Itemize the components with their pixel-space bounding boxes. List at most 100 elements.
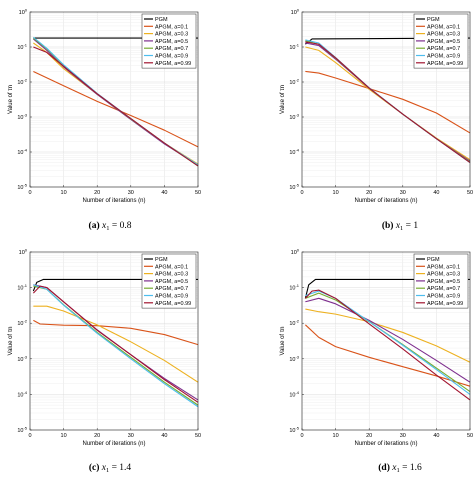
x-axis-label: Number of iterations (n) [82, 441, 145, 447]
legend-entry: APGM, a=0.5 [155, 39, 188, 45]
legend-entry: PGM [155, 257, 168, 263]
y-tick-label: 10-2 [289, 78, 299, 87]
y-tick-label: 10-5 [289, 426, 299, 435]
x-tick-label: 10 [61, 433, 67, 439]
series-line-0 [304, 278, 470, 299]
legend-entry: APGM, a=0.7 [427, 286, 460, 292]
x-tick-label: 50 [467, 190, 473, 196]
legend-entry: APGM, a=0.3 [155, 272, 188, 278]
legend-entry: PGM [427, 17, 440, 23]
y-axis-label: Value of τn [8, 85, 14, 114]
x-axis-label: Number of iterations (n) [82, 198, 145, 204]
legend-entry: APGM, a=0.1 [155, 264, 188, 270]
series-line-6 [32, 285, 199, 403]
x-tick-label: 20 [366, 190, 372, 196]
series-line-6 [305, 41, 471, 163]
x-tick-label: 50 [467, 433, 473, 439]
x-tick-label: 0 [300, 190, 303, 196]
x-tick-label: 0 [28, 190, 31, 196]
x-tick-label: 10 [61, 190, 67, 196]
y-tick-label: 10-4 [289, 390, 299, 399]
series-line-1 [33, 70, 199, 148]
y-tick-label: 10-2 [17, 319, 27, 328]
y-tick-label: 100 [19, 8, 28, 17]
y-tick-label: 10-3 [289, 113, 299, 122]
y-axis-label: Value of τn [8, 327, 14, 356]
y-tick-label: 10-5 [17, 183, 27, 192]
y-tick-label: 10-4 [289, 148, 299, 157]
legend-entry: PGM [155, 17, 168, 23]
series-line-1 [33, 319, 199, 346]
legend-entry: APGM, a=0.99 [155, 301, 191, 307]
series-group [32, 278, 199, 408]
legend-entry: APGM, a=0.3 [427, 272, 460, 278]
y-tick-label: 10-4 [17, 390, 27, 399]
x-tick-label: 40 [161, 190, 167, 196]
x-tick-label: 20 [366, 433, 372, 439]
y-tick-label: 10-5 [289, 183, 299, 192]
series-line-6 [33, 46, 199, 167]
chart-panel-1: 0 10 20 30 40 50 10-5 10-4 10-3 10-2 10-1 100 Number… [8, 8, 201, 233]
series-line-5 [305, 290, 471, 395]
series-line-3 [305, 297, 471, 383]
y-tick-label: 100 [19, 248, 28, 257]
panel-caption: (a) x1 = 0.8 [89, 220, 132, 232]
legend-entry: APGM, a=0.9 [155, 54, 188, 60]
axes-box [29, 251, 199, 431]
axes-box [301, 251, 471, 431]
y-tick-label: 10-1 [289, 43, 299, 52]
series-line-1 [304, 324, 471, 387]
legend-entry: APGM, a=0.5 [427, 39, 460, 45]
y-tick-label: 10-1 [17, 43, 27, 52]
y-tick-label: 10-3 [17, 113, 27, 122]
x-tick-label: 10 [333, 433, 339, 439]
y-tick-label: 10-3 [289, 354, 299, 363]
x-tick-label: 50 [195, 433, 201, 439]
legend-entry: APGM, a=0.5 [155, 279, 188, 285]
chart-panel-4: 0 10 20 30 40 50 10-5 10-4 10-3 10-2 10-1 100 Number… [280, 248, 473, 475]
series-group [304, 278, 471, 401]
legend-entry: APGM, a=0.9 [155, 294, 188, 300]
x-tick-label: 30 [128, 190, 134, 196]
series-line-2 [33, 305, 199, 383]
y-tick-label: 10-4 [17, 148, 27, 157]
legend-entry: APGM, a=0.1 [155, 24, 188, 30]
legend-entry: APGM, a=0.9 [427, 294, 460, 300]
y-tick-label: 10-2 [289, 319, 299, 328]
x-tick-label: 40 [161, 433, 167, 439]
x-tick-label: 0 [28, 433, 31, 439]
y-tick-label: 100 [291, 8, 300, 17]
y-tick-label: 10-3 [17, 354, 27, 363]
chart-panel-2: 0 10 20 30 40 50 10-5 10-4 10-3 10-2 10-1 100 Number… [280, 8, 473, 233]
x-tick-label: 30 [400, 433, 406, 439]
x-tick-label: 30 [400, 190, 406, 196]
series-group [33, 36, 199, 167]
legend-entry: APGM, a=0.3 [427, 32, 460, 38]
legend-entry: APGM, a=0.99 [427, 301, 463, 307]
x-axis-label: Number of iterations (n) [354, 198, 417, 204]
chart-panel-3: 0 10 20 30 40 50 10-5 10-4 10-3 10-2 10-1 100 Number… [8, 248, 201, 475]
legend-entry: APGM, a=0.3 [155, 32, 188, 38]
axes-box [301, 11, 471, 188]
y-tick-label: 10-1 [289, 283, 299, 292]
y-tick-label: 10-2 [17, 78, 27, 87]
x-tick-label: 20 [94, 190, 100, 196]
legend-entry: APGM, a=0.1 [427, 264, 460, 270]
legend-entry: APGM, a=0.99 [427, 61, 463, 67]
y-axis-label: Value of τn [280, 327, 286, 356]
panel-caption: (c) x1 = 1.4 [89, 462, 132, 474]
legend-entry: APGM, a=0.7 [155, 286, 188, 292]
legend-entry: APGM, a=0.1 [427, 24, 460, 30]
panel-caption: (b) x1 = 1 [382, 220, 419, 232]
panel-caption: (d) x1 = 1.6 [378, 462, 422, 474]
x-tick-label: 50 [195, 190, 201, 196]
legend-entry: APGM, a=0.9 [427, 54, 460, 60]
series-line-6 [304, 289, 471, 401]
legend-entry: APGM, a=0.7 [155, 46, 188, 52]
y-tick-label: 100 [291, 248, 300, 257]
x-tick-label: 20 [94, 433, 100, 439]
